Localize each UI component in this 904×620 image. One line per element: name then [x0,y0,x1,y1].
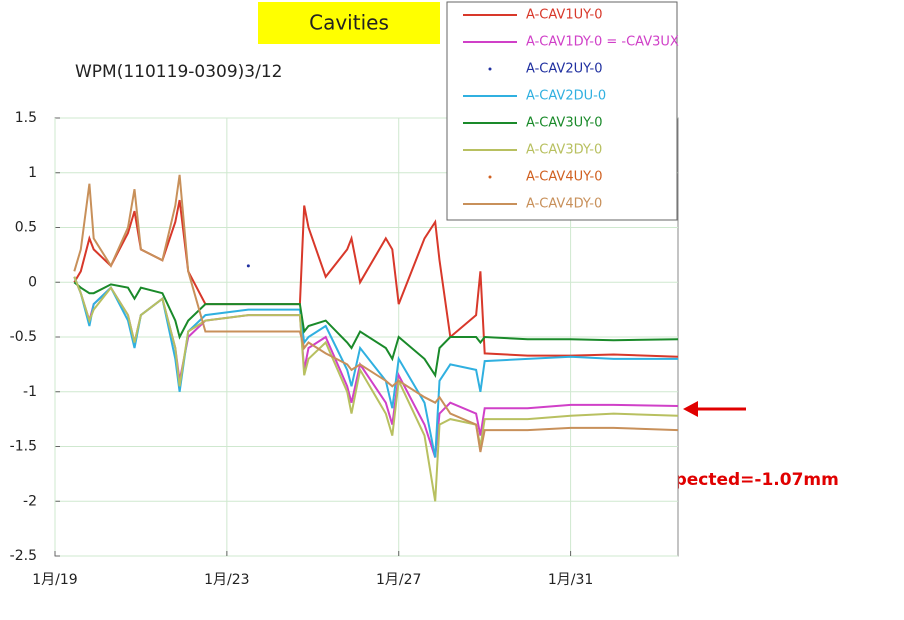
y-tick-label: -0.5 [10,329,37,345]
chart-title: WPM(110119-0309)3/12 [75,62,282,82]
legend-label: A-CAV3UY-0 [526,116,602,131]
y-tick-label: 1 [28,165,37,181]
y-tick-label: 1.5 [15,110,37,126]
series-line [73,276,678,458]
x-tick-label: 1月/31 [548,572,593,588]
y-tick-label: 0.5 [15,220,37,236]
label-box [258,2,440,44]
legend-label: A-CAV1UY-0 [526,8,602,23]
legend-label: A-CAV4UY-0 [526,170,602,185]
legend-swatch [488,67,492,71]
data-point [246,264,250,268]
y-tick-label: -2.5 [10,548,37,564]
x-tick-label: 1月/19 [32,572,77,588]
x-tick-label: 1月/23 [204,572,249,588]
legend-label: A-CAV4DY-0 [526,197,602,212]
annotation: Expected=-1.07mm [652,470,839,490]
y-tick-label: -2 [23,493,37,509]
chart-label: Cavities [309,11,389,35]
arrow-head [683,401,698,417]
legend-swatch [488,175,492,179]
series-line [73,199,679,358]
legend: A-CAV1UY-0 A-CAV1DY-0 = -CAV3UX A-CAV2UY-0… [446,1,679,221]
y-tick-label: -1 [23,384,37,400]
y-tick-label: -1.5 [10,439,37,455]
legend-label: A-CAV2DU-0 [526,89,606,104]
legend-label: A-CAV1DY-0 = -CAV3UX [526,35,679,50]
legend-label: A-CAV3DY-0 [526,143,602,158]
legend-box [446,1,678,221]
series-line [73,174,679,453]
y-tick-label: 0 [28,274,37,290]
x-tick-label: 1月/27 [376,572,421,588]
legend-label: A-CAV2UY-0 [526,62,602,77]
series-line [73,281,679,379]
